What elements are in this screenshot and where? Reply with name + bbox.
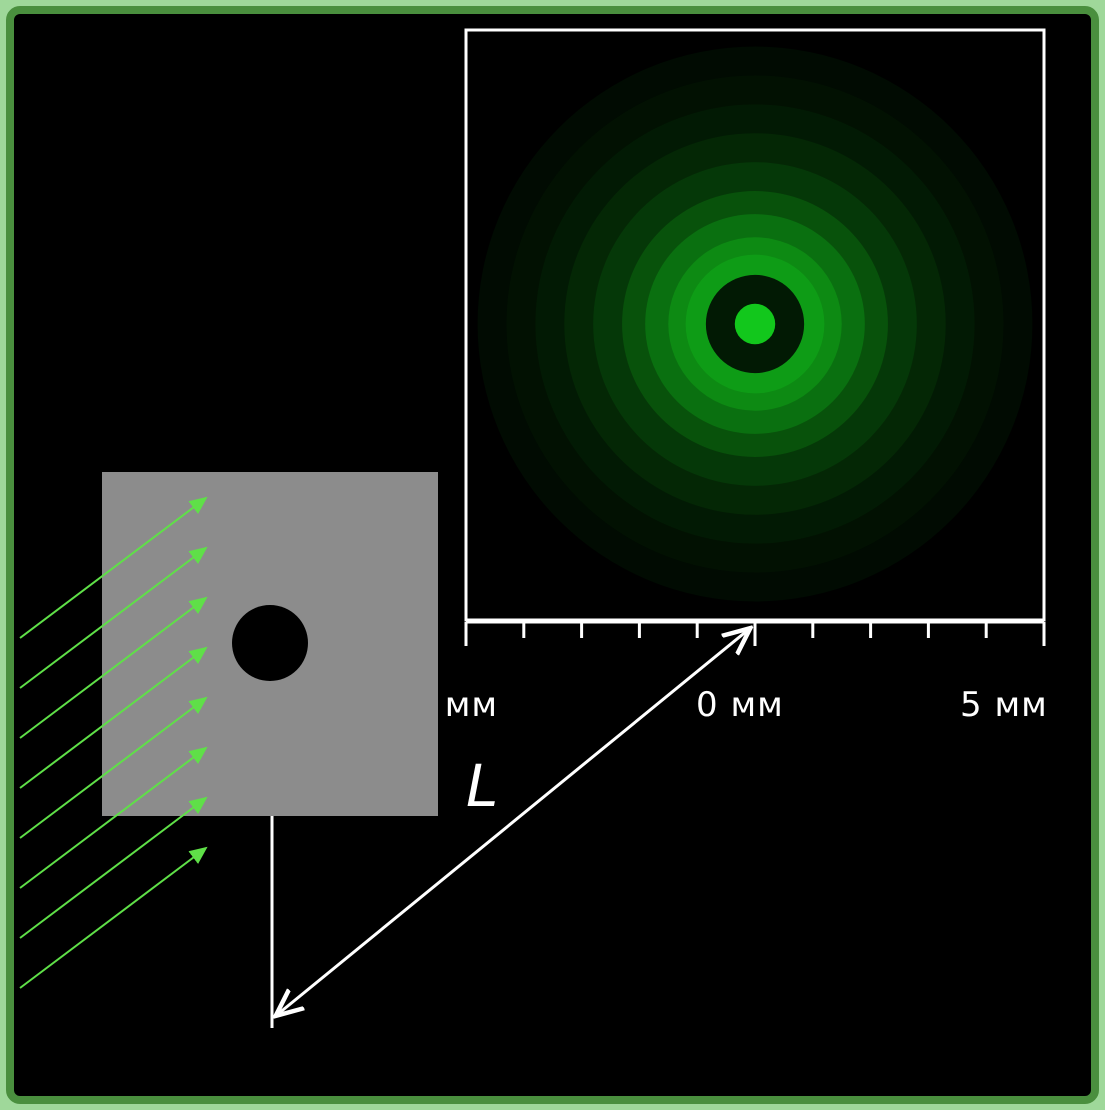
light-ray (19, 496, 208, 639)
diagram-frame: -5 мм 0 мм 5 мм L (6, 6, 1099, 1104)
light-ray (19, 846, 208, 989)
pattern-display-border (464, 28, 1046, 622)
mm-scale-axis: -5 мм 0 мм 5 мм (397, 620, 1048, 725)
distance-arrow (278, 630, 748, 1014)
light-ray (19, 546, 208, 689)
diffraction-diagram: -5 мм 0 мм 5 мм L (19, 28, 1048, 1028)
opaque-disk (232, 605, 308, 681)
axis-ticks (464, 622, 1046, 646)
light-ray (19, 746, 208, 889)
tick-label-0: 0 мм (696, 685, 784, 725)
diffraction-ring-10 (734, 303, 776, 345)
distance-label: L (466, 752, 498, 820)
light-ray (19, 596, 208, 739)
incident-light-beams (19, 496, 208, 989)
light-ray (19, 696, 208, 839)
light-ray (19, 646, 208, 789)
diffraction-pattern (466, 30, 1044, 620)
light-ray (19, 796, 208, 939)
tick-label-plus-5: 5 мм (960, 685, 1048, 725)
